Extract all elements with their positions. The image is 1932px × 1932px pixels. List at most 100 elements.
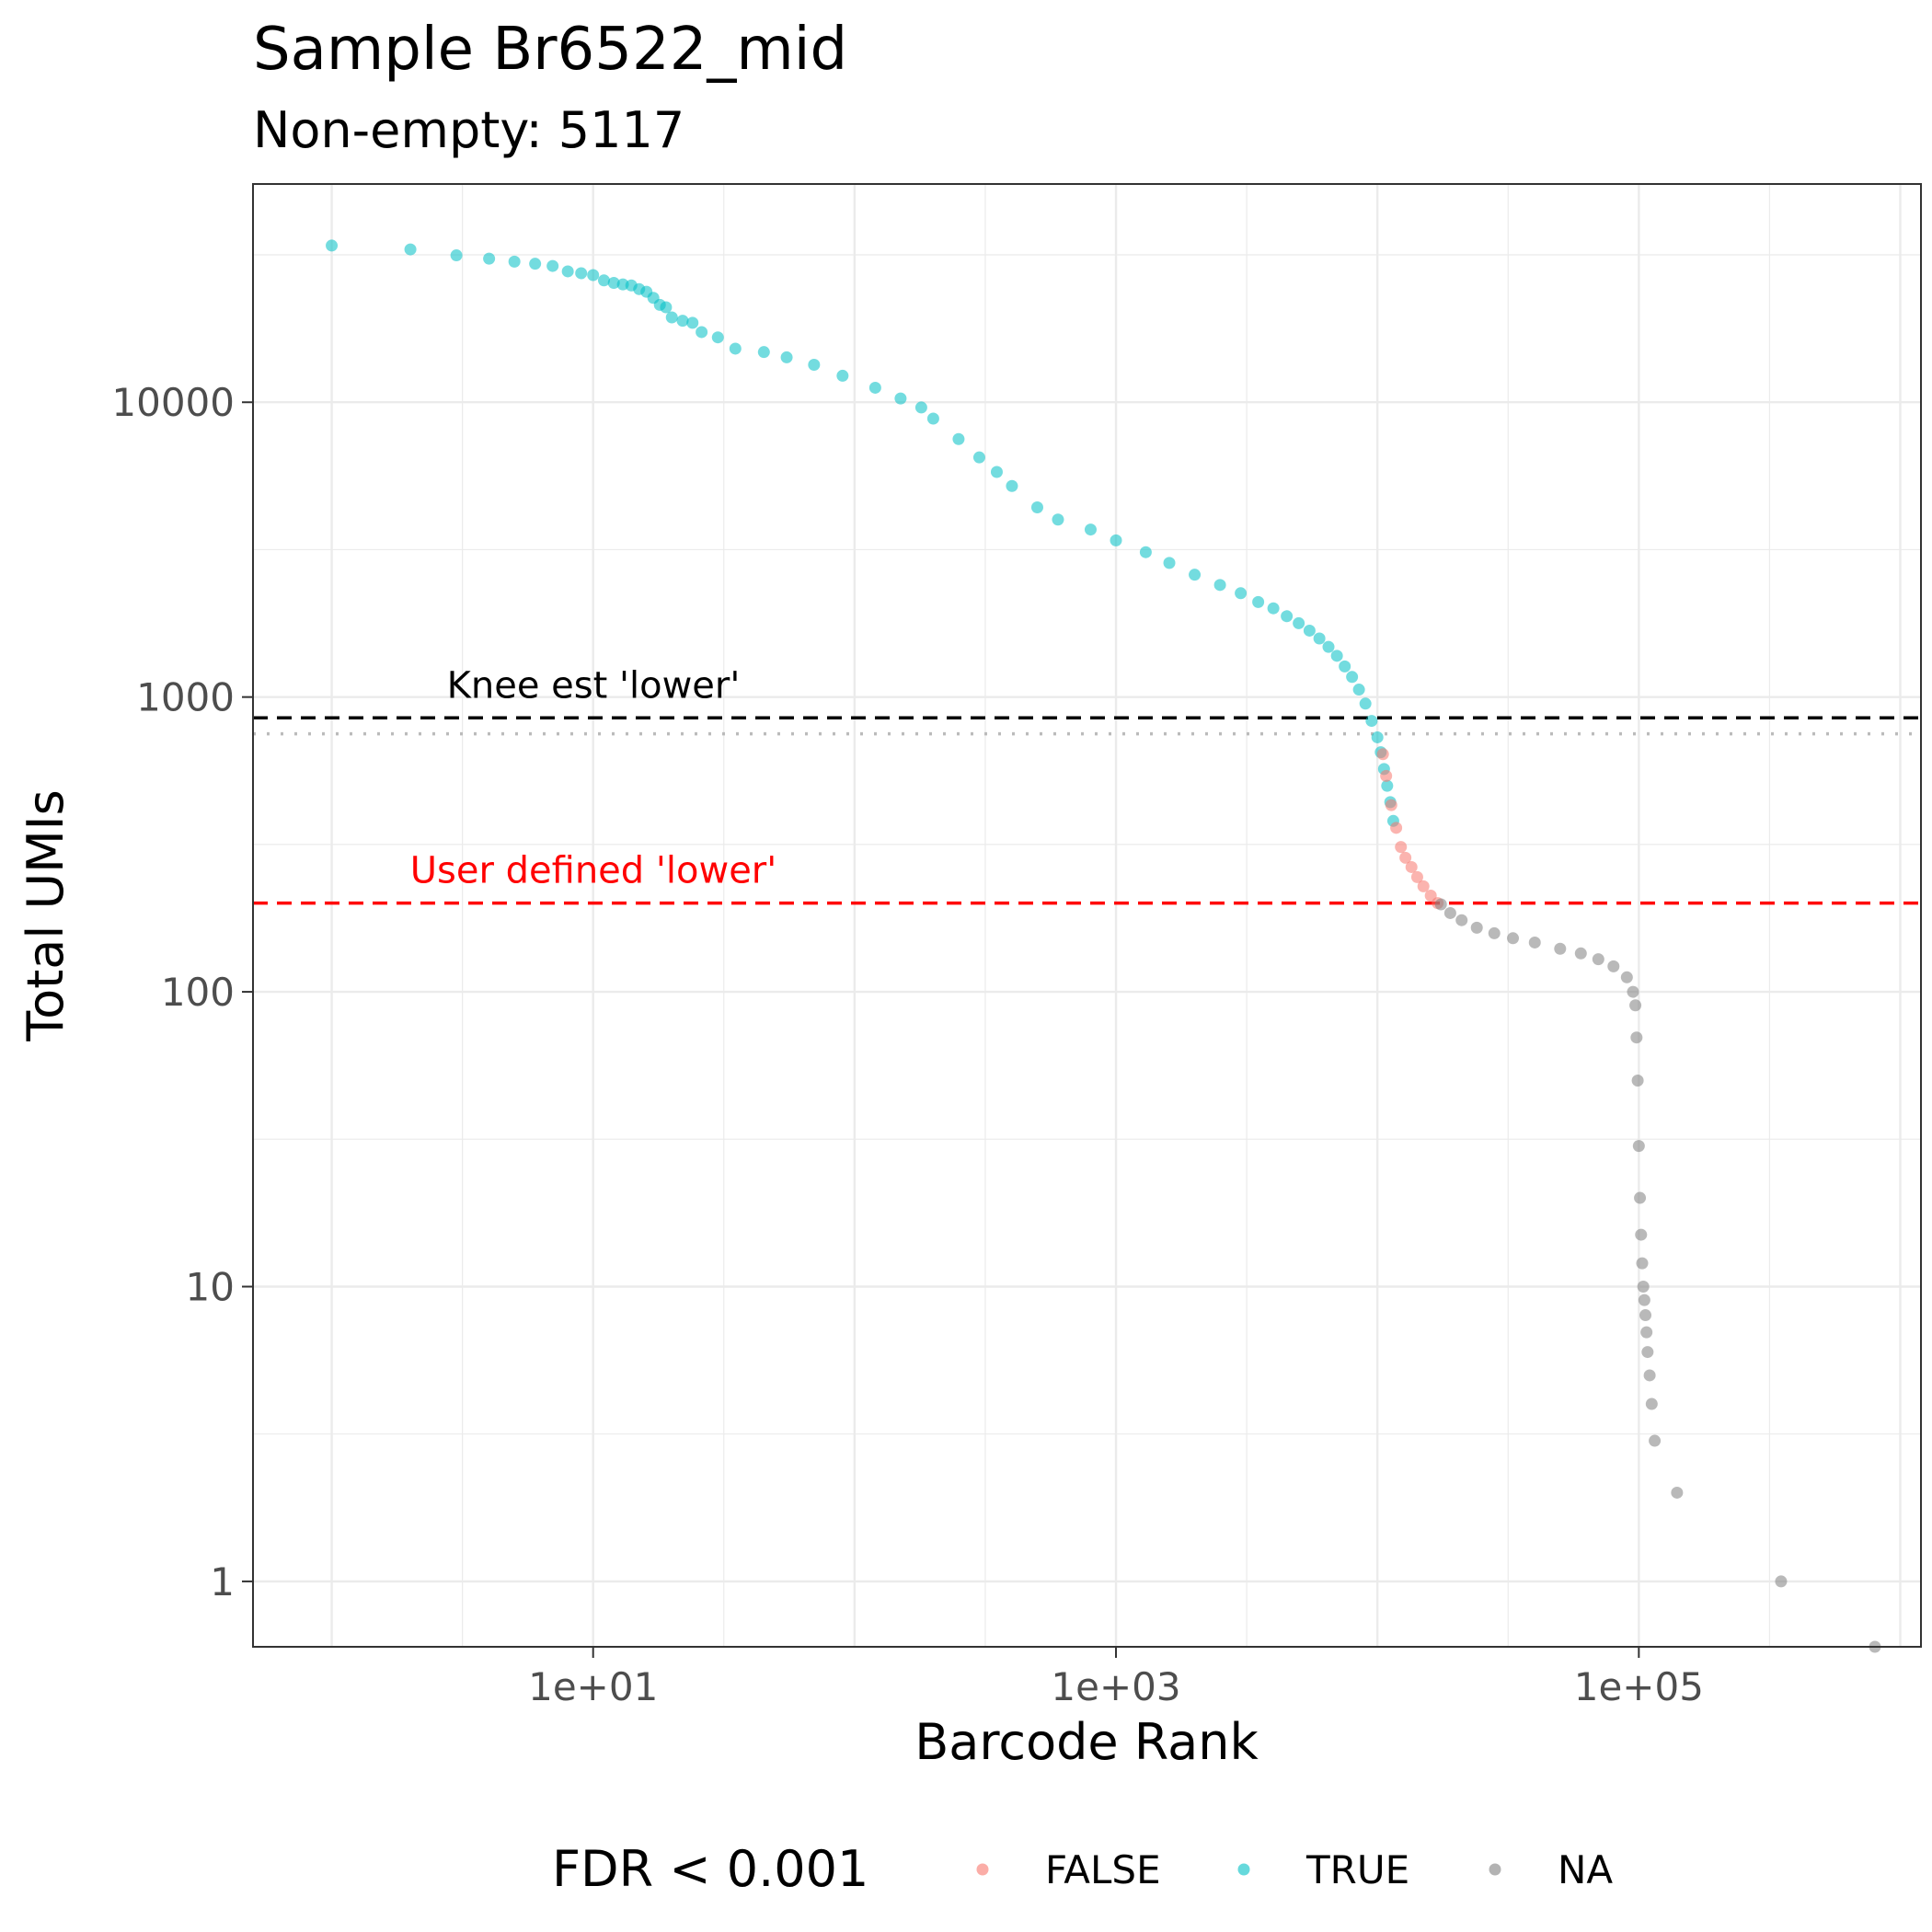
data-point-na [1636,1257,1649,1270]
x-tick-label: 1e+03 [1051,1664,1180,1709]
data-point-na [1639,1309,1652,1322]
data-point-true [1189,569,1202,581]
data-point-false [1380,769,1393,782]
data-point-false [1399,851,1412,864]
plot-panel [253,184,1921,1647]
data-point-true [1213,579,1226,592]
legend-label: FALSE [1045,1847,1161,1892]
data-point-true [1365,715,1378,728]
data-point-true [836,369,849,382]
data-point-na [1641,1346,1654,1359]
data-point-true [1352,684,1365,696]
data-point-na [1632,1140,1645,1153]
data-point-na [1638,1294,1650,1306]
data-point-na [1528,936,1541,949]
data-point-na [1649,1434,1662,1447]
data-point-na [1574,947,1587,960]
data-point-true [587,269,600,282]
data-point-true [808,359,821,372]
data-point-true [508,255,521,268]
legend-key-false [976,1863,989,1876]
x-axis-title: Barcode Rank [914,1713,1259,1771]
data-point-false [1385,799,1397,811]
data-point-na [1637,1280,1650,1293]
data-point-true [1322,640,1335,653]
data-point-na [1640,1326,1653,1339]
axis-ticks: 1e+01 1e+03 1e+05 1 10 100 1000 10000 [111,380,1704,1709]
data-point-true [686,316,699,329]
data-point-true [529,258,542,270]
x-tick-label: 1e+01 [528,1664,658,1709]
y-tick-label: 1 [210,1559,235,1604]
legend-key-true [1237,1863,1250,1876]
data-point-true [711,331,724,344]
data-point-true [1030,500,1043,513]
data-point-true [1313,632,1326,645]
data-point-true [1139,546,1152,558]
data-points [326,239,1881,1653]
chart-subtitle: Non-empty: 5117 [253,101,684,159]
data-point-true [1381,779,1394,792]
data-point-na [1634,1191,1647,1204]
data-point-false [1410,870,1423,883]
data-point-na [1434,898,1447,911]
data-point-true [575,267,588,280]
data-point-na [1643,1369,1656,1382]
data-point-false [1405,860,1418,873]
data-point-true [607,277,620,290]
data-point-na [1627,985,1639,998]
data-point-na [1645,1397,1658,1410]
x-tick-label: 1e+05 [1574,1664,1704,1709]
data-point-true [1359,697,1372,710]
reference-line-label: Knee est 'lower' [447,664,741,707]
data-point-na [1470,921,1483,934]
plot-border [252,183,1922,1648]
data-point-true [597,274,610,287]
legend-label: NA [1558,1847,1613,1892]
data-point-false [1417,880,1430,892]
data-point-true [868,381,881,394]
y-axis-title: Total UMIs [17,789,75,1041]
data-point-true [665,311,678,324]
data-point-true [926,412,939,425]
data-point-true [404,243,417,256]
data-point-true [1006,479,1018,492]
y-tick-label: 100 [161,970,235,1015]
data-point-false [1395,841,1408,854]
data-point-true [1281,610,1294,623]
data-point-true [1293,616,1305,629]
reference-line-label: User defined 'lower' [410,850,777,892]
data-point-na [1620,971,1633,983]
data-point-true [1346,671,1359,684]
data-point-true [729,342,742,355]
data-point-true [972,451,985,464]
legend-label: TRUE [1305,1847,1409,1892]
data-point-true [1267,602,1280,615]
y-tick-label: 10 [186,1264,235,1309]
data-point-true [660,301,673,314]
legend: FDR < 0.001 FALSE TRUE NA [552,1840,1613,1898]
data-point-true [1235,587,1248,600]
data-point-na [1635,1228,1648,1241]
data-point-na [1629,999,1642,1012]
chart-title: Sample Br6522_mid [253,16,847,84]
data-point-true [1052,513,1064,526]
data-point-true [483,252,496,265]
data-point-na [1631,1075,1644,1087]
data-point-true [914,401,927,414]
data-point-true [546,259,559,272]
data-point-true [1252,595,1265,608]
data-point-na [1775,1575,1788,1588]
y-tick-label: 1000 [136,675,235,720]
data-point-true [1163,557,1176,569]
data-point-na [1507,932,1520,945]
legend-key-na [1489,1863,1501,1876]
grid-lines [253,184,1921,1647]
data-point-na [1554,942,1567,955]
data-point-true [1303,624,1316,637]
data-point-na [1607,960,1620,972]
data-point-true [1110,534,1122,546]
data-point-na [1592,953,1604,966]
data-point-true [894,392,907,405]
